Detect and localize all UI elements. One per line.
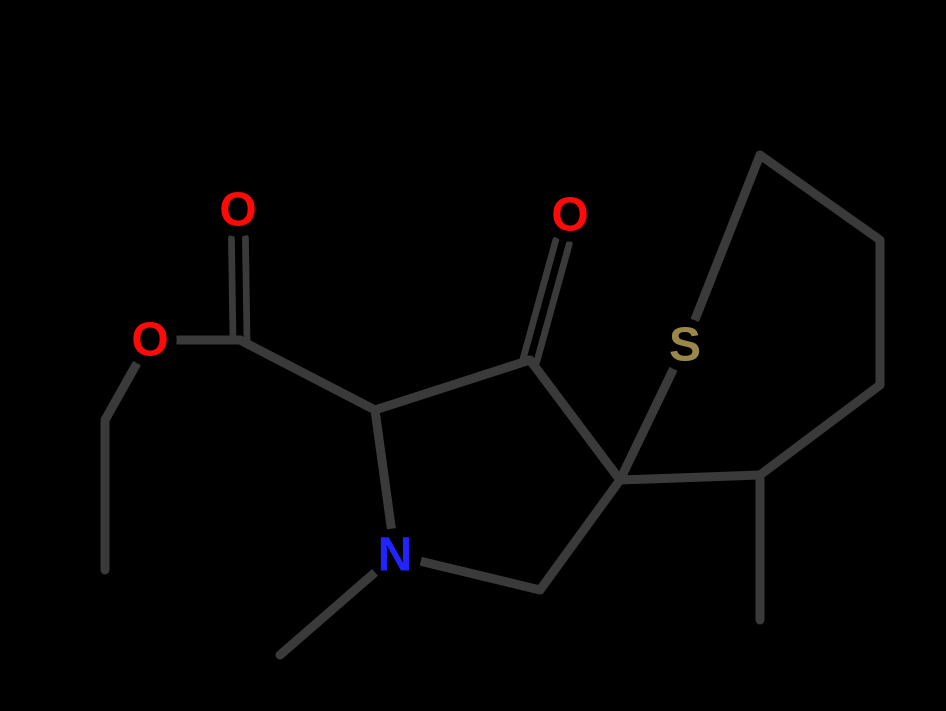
bond	[620, 370, 673, 480]
bond	[760, 155, 880, 240]
atom-label-O: O	[551, 189, 588, 242]
bond	[375, 360, 530, 410]
bond	[245, 238, 247, 340]
bond	[620, 475, 760, 480]
bond	[375, 410, 391, 527]
bond	[105, 364, 136, 420]
atom-label-O: O	[219, 184, 256, 237]
bond	[422, 562, 540, 590]
atom-label-S: S	[669, 319, 701, 372]
atom-label-N: N	[378, 529, 413, 582]
bond	[231, 238, 233, 340]
atom-label-O: O	[131, 314, 168, 367]
bond	[530, 360, 620, 480]
molecule-diagram: O O N O S	[0, 0, 946, 711]
bond	[695, 155, 760, 319]
bond	[240, 340, 375, 410]
bond	[280, 573, 374, 655]
bond	[540, 480, 620, 590]
bond	[760, 385, 880, 475]
